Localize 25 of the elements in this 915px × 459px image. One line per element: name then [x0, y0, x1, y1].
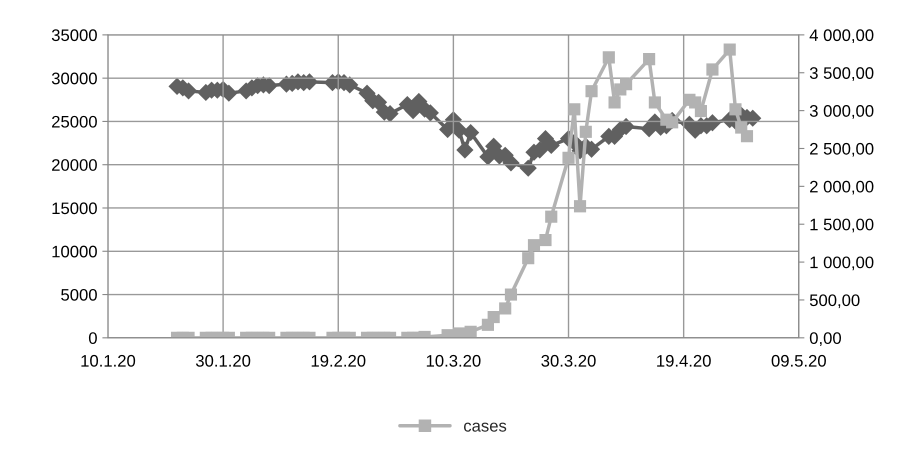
x-tick-label: 19.2.20: [312, 354, 366, 367]
y-tick-label: 0: [88, 332, 97, 344]
y2-tick-label: 0,00: [810, 332, 841, 346]
y-tick-label: 5000: [61, 288, 97, 301]
y-tick-label: 35000: [52, 29, 97, 42]
y2-tick-label: 1 000,00: [810, 256, 874, 270]
y-tick-label: 10000: [52, 246, 97, 258]
y2-tick-label: 3 000,00: [810, 105, 874, 119]
y-tick-label: 20000: [52, 159, 97, 171]
x-tick-label: 10.1.20: [81, 354, 136, 367]
x-tick-label: 09.5.20: [772, 354, 826, 367]
y2-tick-label: 2 500,00: [810, 142, 874, 157]
y-tick-label: 25000: [52, 116, 97, 128]
y-tick-label: 30000: [52, 72, 97, 84]
y2-tick-label: 2 000,00: [810, 180, 874, 195]
y2-tick-label: 3 500,00: [810, 67, 874, 81]
y2-tick-label: 1 500,00: [810, 218, 874, 232]
y2-tick-label: 500,00: [810, 294, 860, 308]
y-tick-label: 15000: [52, 202, 97, 214]
legend-label: cases: [464, 422, 506, 432]
y2-tick-label: 4 000,00: [810, 29, 874, 44]
x-tick-label: 19.4.20: [657, 354, 711, 367]
x-tick-label: 30.3.20: [541, 354, 596, 367]
x-tick-label: 30.1.20: [196, 354, 250, 367]
x-tick-label: 10.3.20: [426, 354, 481, 367]
